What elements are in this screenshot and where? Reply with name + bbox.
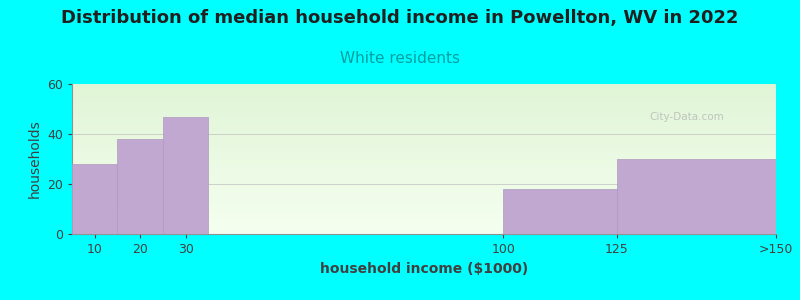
X-axis label: household income ($1000): household income ($1000) <box>320 262 528 276</box>
Bar <box>617 159 776 234</box>
Text: City-Data.com: City-Data.com <box>650 112 724 122</box>
Y-axis label: households: households <box>27 120 42 198</box>
Bar <box>503 189 617 234</box>
Text: White residents: White residents <box>340 51 460 66</box>
Text: Distribution of median household income in Powellton, WV in 2022: Distribution of median household income … <box>62 9 738 27</box>
Bar <box>118 139 163 234</box>
Bar <box>163 116 208 234</box>
Bar <box>72 164 118 234</box>
